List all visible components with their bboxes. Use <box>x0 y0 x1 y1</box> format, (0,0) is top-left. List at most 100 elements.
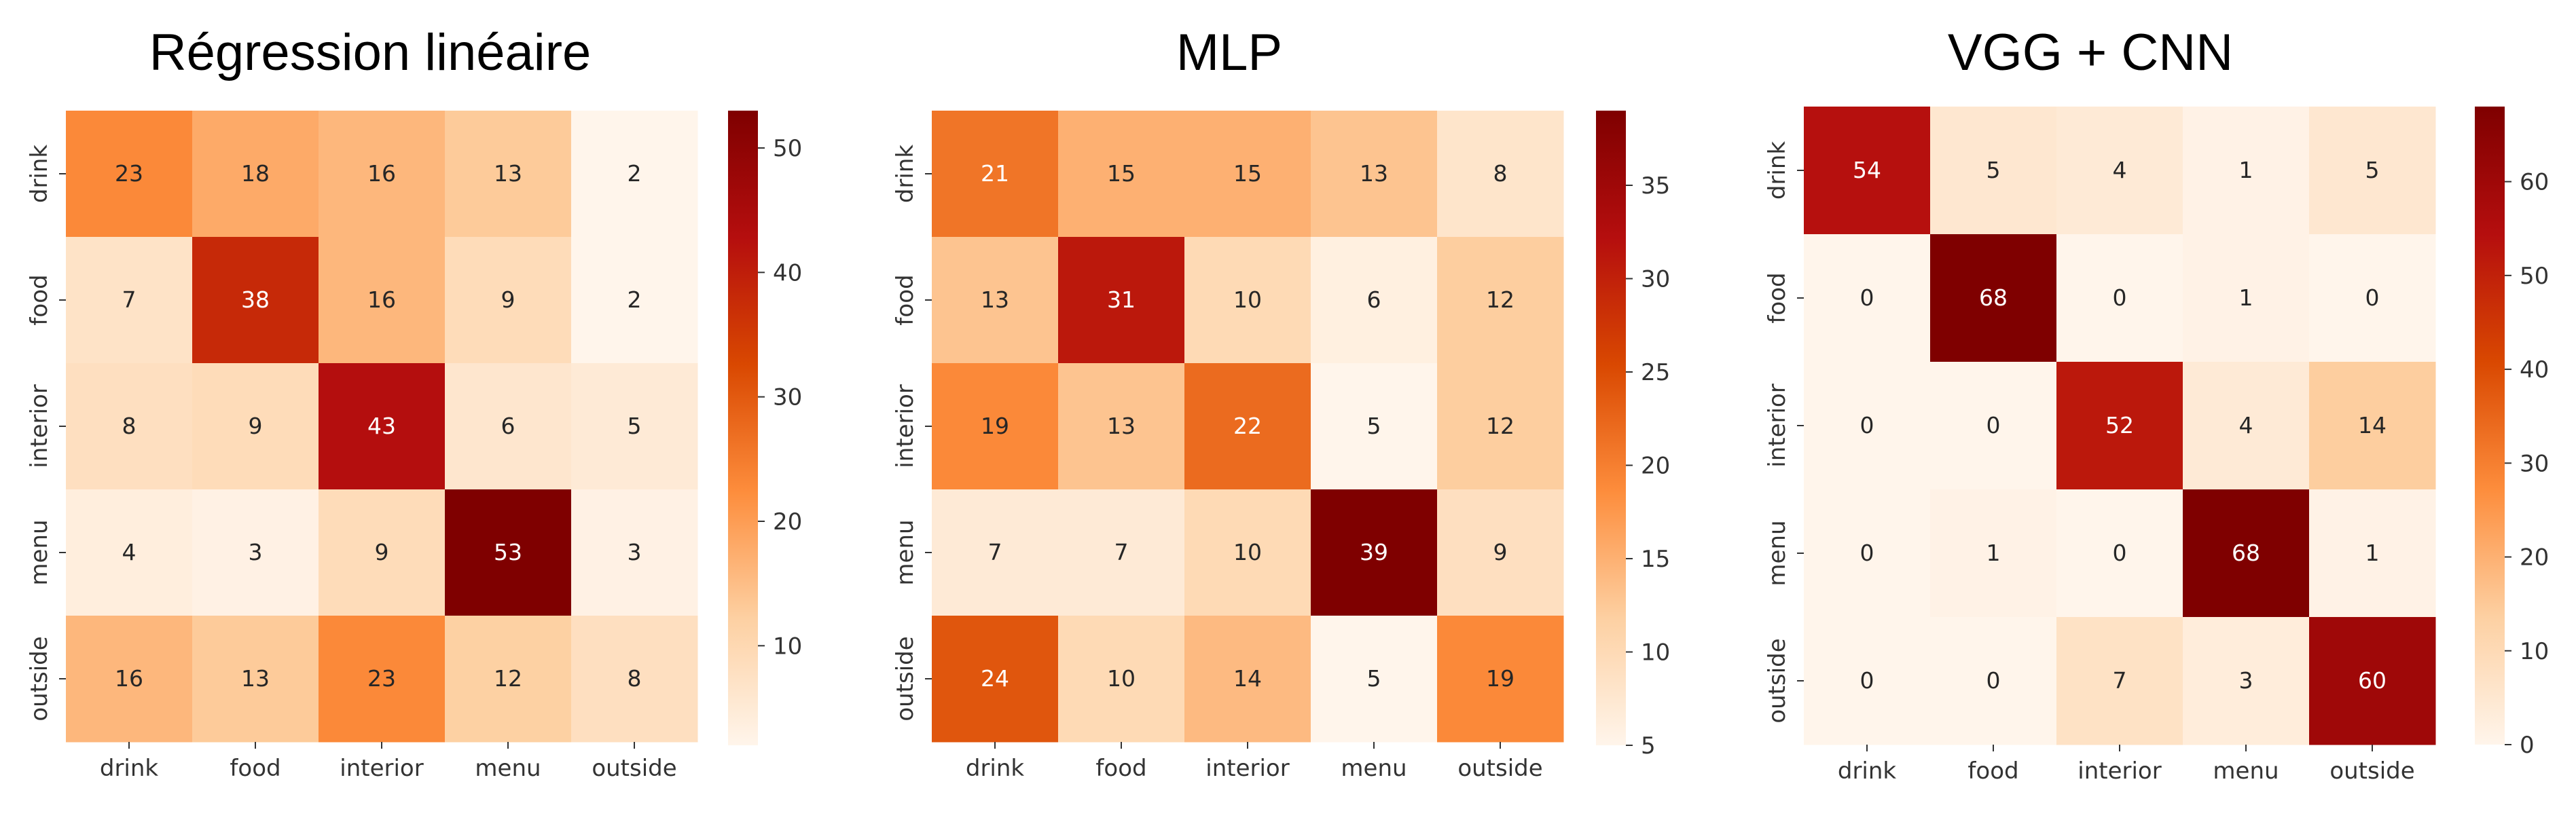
heatmap-cell <box>319 111 446 238</box>
heatmap-cell <box>932 111 1059 238</box>
x-tick-label: interior <box>1205 755 1289 782</box>
heatmap-cell <box>1930 362 2057 490</box>
colorbar-tick-label: 5 <box>1641 732 1656 760</box>
cell-value-label: 21 <box>981 160 1009 187</box>
x-tick-label: food <box>1095 755 1146 782</box>
cell-value-label: 13 <box>981 286 1009 313</box>
heatmap-cell <box>445 489 572 616</box>
colorbar-tick-label: 35 <box>1641 172 1670 200</box>
cell-value-label: 5 <box>2365 157 2380 183</box>
colorbar-tick-label: 30 <box>1641 266 1670 293</box>
heatmap-cell <box>2183 617 2310 745</box>
heatmap-cell <box>445 111 572 238</box>
heatmap-cell <box>319 363 446 490</box>
heatmap-cell <box>192 616 319 743</box>
heatmap-cell <box>66 616 193 743</box>
cell-value-label: 0 <box>1860 667 1874 694</box>
cell-value-label: 12 <box>1486 413 1514 439</box>
y-tick-label: outside <box>1764 638 1791 723</box>
y-tick-label: interior <box>892 384 919 468</box>
y-tick-label: interior <box>1764 384 1791 467</box>
heatmap-cell <box>1804 362 1931 490</box>
x-tick-label: outside <box>2329 758 2414 785</box>
cell-value-label: 15 <box>1107 160 1136 187</box>
cell-value-label: 13 <box>1360 160 1388 187</box>
colorbar-tick-label: 30 <box>773 384 802 411</box>
x-tick-label: outside <box>1457 755 1542 782</box>
cell-value-label: 1 <box>2239 157 2253 183</box>
cell-value-label: 68 <box>2232 540 2260 566</box>
cell-value-label: 0 <box>1987 667 2001 694</box>
cell-value-label: 12 <box>1486 286 1514 313</box>
cell-value-label: 3 <box>628 539 642 565</box>
cell-value-label: 2 <box>628 160 642 187</box>
x-tick-label: menu <box>2213 758 2279 785</box>
heatmap-cell <box>2183 362 2310 490</box>
cell-value-label: 16 <box>367 286 396 313</box>
cell-value-label: 60 <box>2358 667 2387 694</box>
cell-value-label: 3 <box>2239 667 2253 694</box>
cell-value-label: 8 <box>122 413 137 439</box>
heatmap-cell <box>2056 617 2183 745</box>
cell-value-label: 5 <box>1987 157 2001 183</box>
colorbar <box>728 111 758 745</box>
x-tick-label: menu <box>1341 755 1407 782</box>
heatmap-cell <box>445 363 572 490</box>
cell-value-label: 23 <box>115 160 143 187</box>
colorbar-tick-label: 25 <box>1641 359 1670 386</box>
heatmap-cell <box>1804 234 1931 362</box>
heatmap-cell <box>1804 107 1931 235</box>
cell-value-label: 52 <box>2105 412 2134 438</box>
heatmap-cell <box>192 489 319 616</box>
heatmap-cell <box>319 237 446 364</box>
heatmap-cell <box>445 237 572 364</box>
heatmap-cell <box>1930 489 2057 618</box>
cell-value-label: 24 <box>981 665 1009 692</box>
heatmap-cell <box>319 489 446 616</box>
y-tick-label: interior <box>26 384 53 468</box>
colorbar-tick-label: 0 <box>2520 732 2535 759</box>
colorbar-tick-label: 30 <box>2520 450 2549 477</box>
cell-value-label: 7 <box>1114 539 1129 565</box>
chart-title: VGG + CNN <box>1948 24 2233 81</box>
heatmap-panel-mlp: MLP 21 15 15 13 8 13 31 10 6 12 19 13 22 5 12 7 7 10 39 9 24… <box>892 24 1670 782</box>
cell-value-label: 5 <box>1367 413 1381 439</box>
heatmap-cell <box>2183 489 2310 618</box>
heatmap-cell <box>66 489 193 616</box>
cell-value-label: 43 <box>367 413 396 439</box>
colorbar-tick-label: 20 <box>2520 544 2549 572</box>
cell-value-label: 0 <box>1860 412 1874 438</box>
heatmap-cell <box>1311 237 1438 364</box>
heatmap-cell <box>1930 234 2057 362</box>
heatmap-cell <box>932 363 1059 490</box>
heatmap-cell <box>66 363 193 490</box>
heatmap-cell <box>571 363 698 490</box>
colorbar-tick-label: 50 <box>2520 263 2549 290</box>
cell-value-label: 68 <box>1979 284 2008 311</box>
cell-value-label: 0 <box>1860 284 1874 311</box>
y-tick-label: food <box>892 274 919 325</box>
heatmap-cell <box>1058 489 1185 616</box>
heatmap-cell <box>1804 617 1931 745</box>
cell-value-label: 14 <box>1233 665 1262 692</box>
cell-value-label: 1 <box>2365 540 2380 566</box>
cell-value-label: 8 <box>1493 160 1508 187</box>
heatmap-cell <box>1184 237 1311 364</box>
cell-value-label: 0 <box>1987 412 2001 438</box>
cell-value-label: 10 <box>1107 665 1136 692</box>
heatmap-cell <box>319 616 446 743</box>
heatmap-cell <box>2056 234 2183 362</box>
heatmap-cell <box>1058 363 1185 490</box>
heatmap-cell <box>445 616 572 743</box>
heatmap-cell <box>1058 237 1185 364</box>
cell-value-label: 15 <box>1233 160 1262 187</box>
cell-value-label: 1 <box>2239 284 2253 311</box>
heatmap-cell <box>932 616 1059 743</box>
heatmap-cell <box>2056 489 2183 618</box>
cell-value-label: 13 <box>494 160 522 187</box>
y-tick-label: drink <box>892 145 919 204</box>
cell-value-label: 23 <box>367 665 396 692</box>
x-tick-label: interior <box>340 755 423 782</box>
cell-value-label: 6 <box>501 413 515 439</box>
colorbar-tick-label: 40 <box>2520 356 2549 384</box>
